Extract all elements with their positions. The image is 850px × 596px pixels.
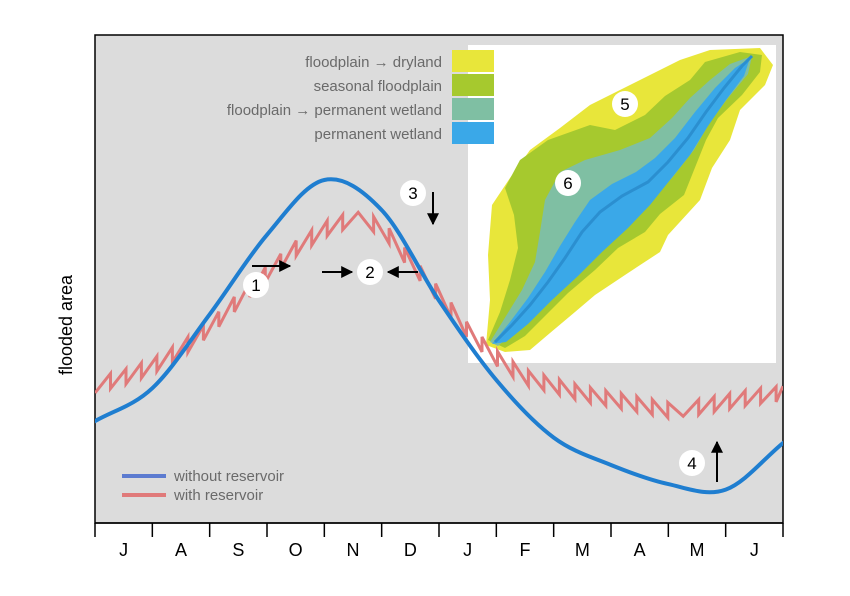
inset-legend-label-1: floodplain → dryland [305,54,442,71]
legend-label-without-reservoir: without reservoir [173,468,284,485]
svg-text:5: 5 [620,95,629,114]
x-tick-label: M [690,540,705,560]
annotation-1: 1 [243,272,269,298]
inset-legend-label-4: permanent wetland [314,126,442,143]
x-tick-label: J [119,540,128,560]
series-line-without-reservoir [95,177,783,495]
annotation-3: 3 [400,180,426,206]
x-tick-label: J [463,540,472,560]
annotation-4: 4 [679,450,705,476]
x-tick-label: A [634,540,646,560]
x-tick-label: S [232,540,244,560]
svg-text:3: 3 [408,184,417,203]
x-tick-label: N [347,540,360,560]
inset-legend-swatch-3 [452,98,494,120]
x-tick-label: A [175,540,187,560]
y-axis-label: flooded area [56,274,76,375]
x-tick-label: O [289,540,303,560]
inset-legend-swatch-1 [452,50,494,72]
annotation-5: 5 [612,91,638,117]
legend: without reservoir with reservoir [122,468,284,504]
x-tick-label: D [404,540,417,560]
series-line-with-reservoir [95,209,783,422]
x-tick-label: J [750,540,759,560]
x-tick-label: M [575,540,590,560]
inset-legend-label-3: floodplain → permanent wetland [227,102,442,119]
legend-label-with-reservoir: with reservoir [173,487,263,504]
svg-text:2: 2 [365,263,374,282]
svg-text:6: 6 [563,174,572,193]
x-tick-label: F [520,540,531,560]
river-channel [493,54,754,344]
svg-text:1: 1 [251,276,260,295]
annotation-6: 6 [555,170,581,196]
inset-legend-label-2: seasonal floodplain [314,78,442,95]
svg-text:4: 4 [687,454,696,473]
inset-legend-swatch-4 [452,122,494,144]
inset-legend-swatch-2 [452,74,494,96]
annotation-2: 2 [357,259,383,285]
